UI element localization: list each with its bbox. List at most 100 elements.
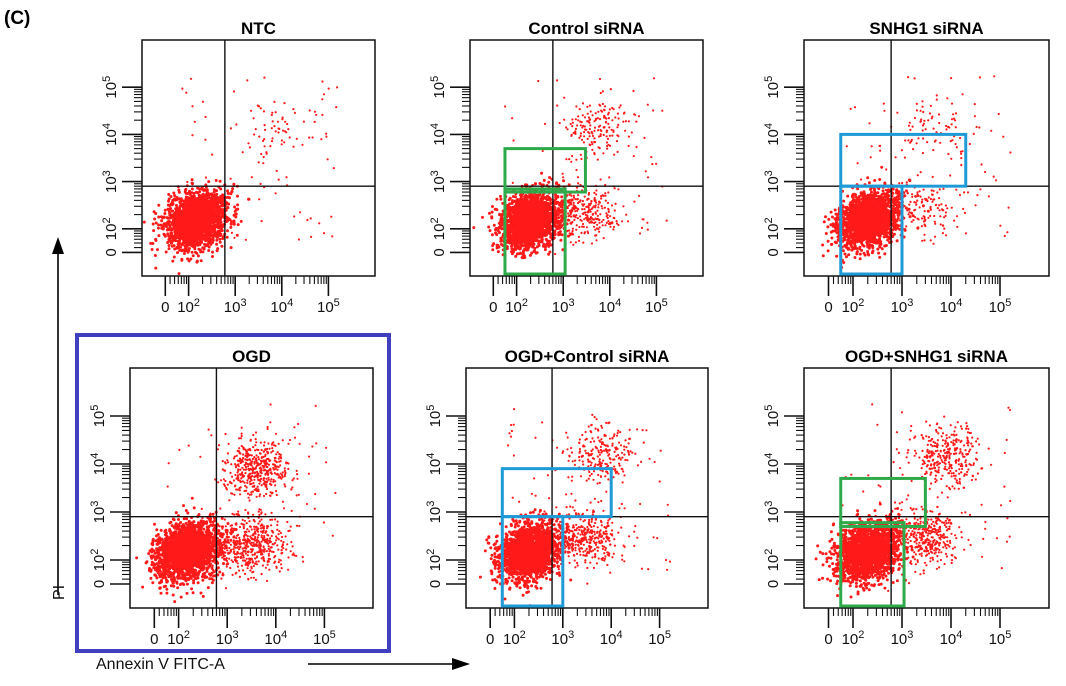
data-point — [586, 112, 589, 115]
data-point — [575, 168, 578, 172]
data-point — [516, 207, 520, 211]
data-point — [592, 218, 595, 221]
data-point — [587, 191, 591, 195]
data-point — [587, 116, 591, 119]
data-point — [570, 160, 573, 163]
data-point — [250, 176, 253, 179]
data-point — [194, 250, 197, 254]
data-point — [512, 219, 515, 223]
data-point — [538, 229, 542, 233]
data-point — [184, 195, 188, 199]
data-point — [511, 181, 514, 184]
data-point — [190, 77, 193, 80]
data-point — [644, 170, 647, 173]
data-point — [544, 237, 548, 241]
data-point — [616, 150, 619, 153]
data-point — [565, 158, 568, 161]
data-point — [583, 203, 586, 206]
data-point — [512, 209, 516, 213]
data-point — [194, 235, 198, 239]
data-point — [204, 115, 207, 118]
data-point — [235, 233, 239, 237]
data-point — [558, 121, 561, 125]
data-point — [568, 219, 571, 222]
data-point — [554, 252, 557, 256]
data-point — [218, 179, 222, 183]
data-point — [175, 245, 179, 249]
data-point — [532, 235, 536, 239]
data-point — [625, 213, 628, 216]
data-point — [580, 157, 583, 161]
data-point — [173, 194, 177, 198]
data-point — [593, 152, 596, 155]
data-point — [543, 202, 547, 205]
data-point — [526, 240, 530, 244]
data-point — [597, 129, 600, 132]
data-point — [582, 141, 586, 144]
data-point — [608, 176, 611, 179]
data-point — [611, 134, 614, 137]
data-point — [322, 93, 326, 96]
data-point — [555, 227, 559, 230]
data-point — [557, 231, 561, 235]
data-point — [184, 191, 188, 195]
data-point — [306, 218, 309, 222]
data-point — [584, 211, 587, 214]
data-point — [570, 198, 574, 202]
data-point — [632, 155, 635, 158]
data-point — [219, 229, 222, 232]
data-point — [547, 216, 551, 220]
data-point — [325, 135, 328, 138]
data-point — [568, 158, 571, 161]
data-point — [559, 225, 562, 228]
data-point — [540, 234, 543, 237]
x-axis-ticks: 0 102 103 104 105 — [161, 276, 340, 316]
data-point — [513, 247, 517, 251]
data-point — [180, 211, 184, 214]
data-point — [201, 211, 205, 215]
data-point — [543, 209, 547, 213]
data-point — [600, 205, 603, 208]
data-point — [604, 224, 607, 227]
data-point — [284, 120, 287, 123]
data-point — [542, 178, 546, 182]
data-point — [191, 195, 195, 199]
data-point — [168, 216, 171, 220]
y-tick-label: 104 — [101, 123, 120, 146]
data-point — [650, 156, 653, 159]
y-tick-label: 105 — [429, 76, 448, 99]
data-point — [153, 254, 157, 257]
data-point — [511, 215, 515, 219]
data-point — [530, 219, 534, 222]
data-point — [190, 250, 194, 254]
data-point — [218, 237, 222, 241]
data-point — [579, 134, 582, 138]
data-point — [583, 125, 586, 128]
y-tick-label: 102 — [101, 217, 120, 240]
data-point — [180, 221, 183, 224]
data-point — [573, 218, 576, 221]
data-point — [211, 255, 214, 258]
data-point — [571, 154, 574, 158]
data-point — [601, 207, 604, 210]
data-point — [579, 153, 582, 156]
data-point — [607, 117, 611, 120]
data-point — [233, 209, 237, 213]
x-tick-label: 103 — [552, 297, 575, 316]
data-point — [597, 228, 600, 231]
data-point — [643, 136, 646, 139]
data-point — [196, 254, 200, 258]
data-point — [602, 152, 605, 155]
data-point — [176, 215, 180, 219]
data-point — [638, 232, 642, 235]
data-point — [521, 233, 525, 237]
y-tick-label: 0 — [103, 248, 120, 256]
data-point — [606, 147, 609, 150]
data-point — [271, 120, 274, 123]
data-point — [570, 215, 573, 218]
data-point — [526, 205, 530, 209]
data-point — [627, 135, 631, 138]
data-point — [560, 202, 563, 206]
data-point — [637, 115, 641, 118]
data-point — [229, 222, 233, 226]
